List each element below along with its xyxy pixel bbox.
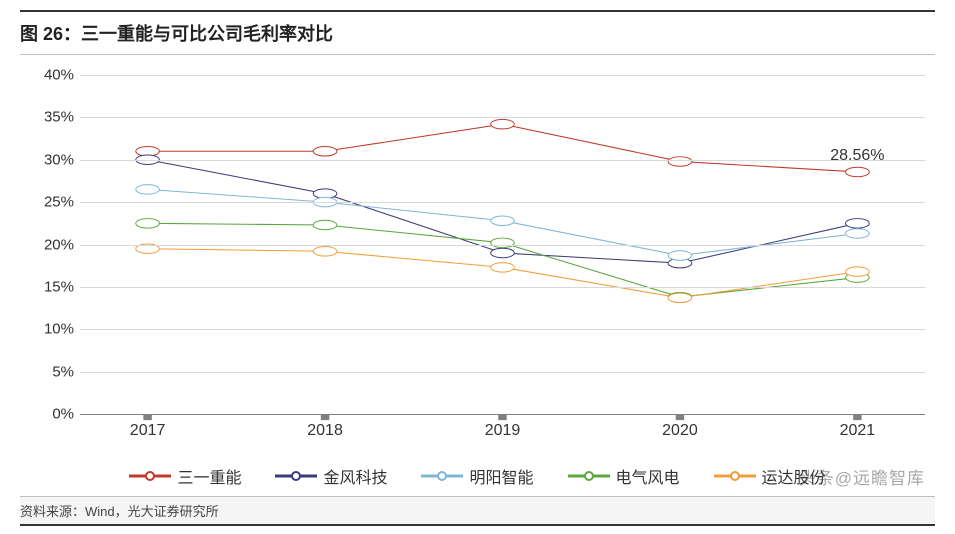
- chart-area: 0% 5% 10% 15% 20% 25% 30% 35% 40% 2017 2018 2019 202…: [20, 55, 935, 494]
- data-marker: [846, 229, 870, 238]
- gridline: [80, 160, 925, 161]
- data-marker: [313, 247, 337, 256]
- data-marker: [846, 167, 870, 176]
- data-marker: [491, 248, 515, 257]
- x-tick-label: 2019: [485, 422, 521, 440]
- y-tick-label: 30%: [30, 151, 74, 168]
- legend-swatch: [421, 468, 463, 484]
- gridline: [80, 75, 925, 76]
- data-marker: [136, 185, 160, 194]
- chart-title: 图 26：三一重能与可比公司毛利率对比: [20, 10, 935, 55]
- legend-swatch: [714, 468, 756, 484]
- y-tick-label: 25%: [30, 194, 74, 211]
- legend-label: 电气风电: [616, 464, 680, 488]
- y-tick-label: 15%: [30, 278, 74, 295]
- x-tick-label: 2020: [662, 422, 698, 440]
- x-tick-label: 2018: [307, 422, 343, 440]
- y-tick-label: 10%: [30, 321, 74, 338]
- x-tick-label: 2017: [130, 422, 166, 440]
- legend-label: 明阳智能: [469, 464, 533, 488]
- legend-item: 金风科技: [275, 464, 387, 488]
- legend-swatch: [568, 468, 610, 484]
- data-marker: [491, 216, 515, 225]
- gridline: [80, 329, 925, 330]
- legend: 三一重能 金风科技 明阳智能 电气风电 运达股份: [20, 458, 935, 494]
- gridline: [80, 287, 925, 288]
- data-marker: [491, 238, 515, 247]
- data-marker: [668, 293, 692, 302]
- gridline: [80, 117, 925, 118]
- y-tick-label: 20%: [30, 236, 74, 253]
- legend-label: 金风科技: [323, 464, 387, 488]
- data-marker: [313, 220, 337, 229]
- data-marker: [491, 119, 515, 128]
- data-marker: [313, 147, 337, 156]
- legend-swatch: [129, 468, 171, 484]
- legend-swatch: [275, 468, 317, 484]
- data-marker: [846, 219, 870, 228]
- legend-item: 三一重能: [129, 464, 241, 488]
- data-marker: [491, 263, 515, 272]
- gridline: [80, 202, 925, 203]
- data-marker: [136, 219, 160, 228]
- gridline: [80, 414, 925, 415]
- data-marker: [668, 251, 692, 260]
- y-tick-label: 0%: [30, 406, 74, 423]
- x-tick-label: 2021: [840, 422, 876, 440]
- y-tick-label: 35%: [30, 109, 74, 126]
- data-marker: [668, 157, 692, 166]
- y-tick-label: 5%: [30, 363, 74, 380]
- legend-label: 运达股份: [762, 464, 826, 488]
- plot-area: 0%5%10%15%20%25%30%35%40%201720182019202…: [80, 75, 925, 414]
- legend-item: 运达股份: [714, 464, 826, 488]
- gridline: [80, 245, 925, 246]
- source-citation: 资料来源：Wind，光大证券研究所: [20, 496, 935, 526]
- data-annotation: 28.56%: [830, 147, 884, 165]
- legend-item: 明阳智能: [421, 464, 533, 488]
- y-tick-label: 40%: [30, 67, 74, 84]
- series-line: [148, 124, 858, 172]
- legend-item: 电气风电: [568, 464, 680, 488]
- gridline: [80, 372, 925, 373]
- legend-label: 三一重能: [177, 464, 241, 488]
- data-marker: [846, 267, 870, 276]
